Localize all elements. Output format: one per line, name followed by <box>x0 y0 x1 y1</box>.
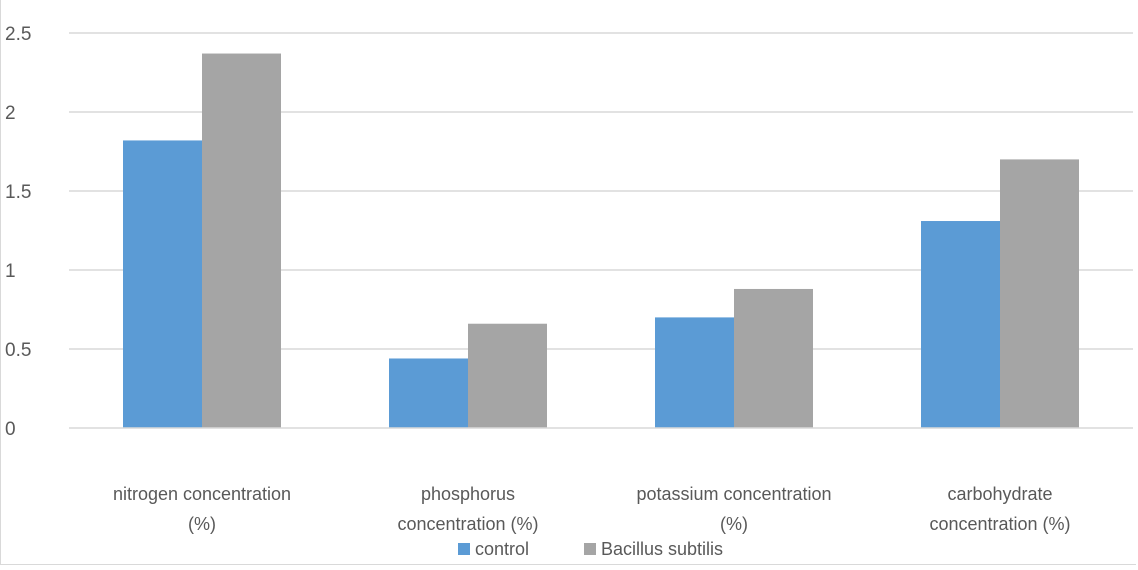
category-label: concentration (%) <box>397 514 538 534</box>
legend-swatch-control <box>458 543 470 555</box>
bar-bacillus-subtilis <box>734 288 813 428</box>
y-tick-label: 1.5 <box>5 182 31 203</box>
y-tick-label: 2 <box>5 103 16 124</box>
legend-swatch-bacillus-subtilis <box>584 543 596 555</box>
bar-control <box>389 358 468 428</box>
category-label: concentration (%) <box>929 514 1070 534</box>
y-tick-label: 0.5 <box>5 340 31 361</box>
bar-bacillus-subtilis <box>468 323 547 428</box>
y-tick-label: 2.5 <box>5 24 31 45</box>
legend: control Bacillus subtilis <box>458 539 723 559</box>
legend-label: control <box>475 539 529 559</box>
category-labels: nitrogen concentration (%) phosphorus conce… <box>113 484 1071 534</box>
legend-label: Bacillus subtilis <box>601 539 723 559</box>
y-tick-label: 1 <box>5 261 16 282</box>
bar-control <box>655 317 734 428</box>
bar-bacillus-subtilis <box>202 53 281 428</box>
y-axis-tick-labels: 0 0.5 1 1.5 2 2.5 <box>5 24 31 440</box>
category-label: carbohydrate <box>947 484 1052 504</box>
category-label: potassium concentration <box>636 484 831 504</box>
category-label: phosphorus <box>421 484 515 504</box>
bar-bacillus-subtilis <box>1000 159 1079 428</box>
category-label: (%) <box>720 514 748 534</box>
bars <box>123 53 1079 428</box>
bar-control <box>921 221 1000 428</box>
category-label: nitrogen concentration <box>113 484 291 504</box>
bar-control <box>123 140 202 428</box>
category-label: (%) <box>188 514 216 534</box>
y-tick-label: 0 <box>5 419 16 440</box>
